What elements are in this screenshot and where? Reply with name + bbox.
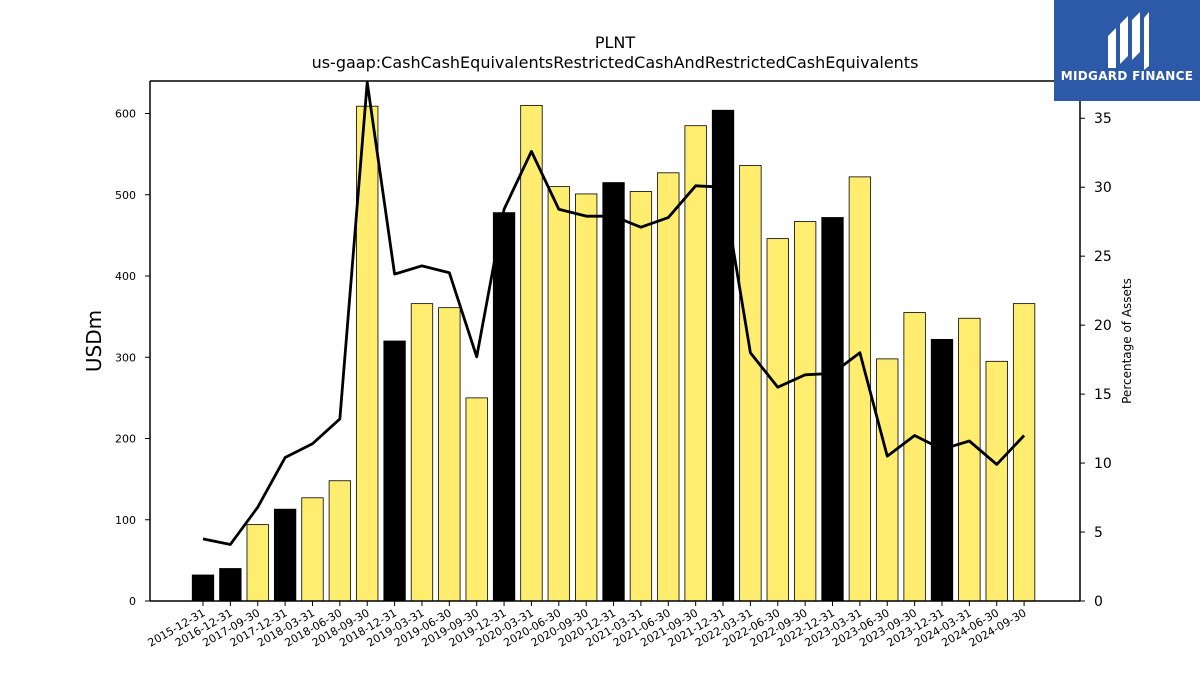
y2-tick-label: 35 <box>1094 111 1112 127</box>
bar-2018-06-30 <box>328 480 352 602</box>
y-axis-label: USDm <box>82 310 106 372</box>
bar-2016-12-31 <box>219 568 242 602</box>
bar-2022-03-31 <box>739 165 762 602</box>
bar-2022-09-30 <box>793 221 817 602</box>
y-tick-label: 0 <box>129 595 136 608</box>
bar-2017-12-31 <box>273 508 297 602</box>
bar-2019-06-30 <box>438 307 461 602</box>
logo-mark-icon <box>1108 12 1149 70</box>
y-tick-label: 200 <box>115 433 136 446</box>
y-tick-label: 300 <box>115 351 136 364</box>
logo-text: MIDGARD FINANCE <box>1061 69 1193 83</box>
y-tick-label: 400 <box>115 270 136 283</box>
bar-2019-09-30 <box>465 397 488 602</box>
bar-2023-03-31 <box>848 176 872 602</box>
bar-2021-12-31 <box>711 109 735 602</box>
percentage-of-assets-line <box>202 80 1026 546</box>
y2-axis-label: Percentage of Assets <box>1120 278 1134 404</box>
bar-2017-09-30 <box>246 524 269 602</box>
bar-2020-09-30 <box>575 193 598 602</box>
bar-2024-06-30 <box>985 360 1008 602</box>
bar-2021-09-30 <box>684 125 707 602</box>
y-tick-label: 500 <box>115 189 136 202</box>
bar-2020-12-31 <box>602 182 625 602</box>
bar-2020-06-30 <box>547 186 570 602</box>
bar-2021-06-30 <box>657 172 680 602</box>
bars-group <box>191 104 1036 602</box>
bar-2023-12-31 <box>930 338 954 602</box>
y-tick-label: 600 <box>115 108 136 121</box>
bar-2024-03-31 <box>958 317 981 602</box>
chart-subtitle: us-gaap:CashCashEquivalentsRestrictedCas… <box>312 53 919 72</box>
bar-2019-12-31 <box>492 212 516 602</box>
y2-tick-label: 20 <box>1094 318 1112 334</box>
bar-2020-03-31 <box>520 104 543 602</box>
y2-tick-label: 15 <box>1094 387 1112 403</box>
y-tick-label: 100 <box>115 514 136 527</box>
bar-2024-09-30 <box>1012 303 1036 602</box>
axes-group: 0100200300400500600051015202530352015-12… <box>115 80 1112 650</box>
bar-2021-03-31 <box>629 191 653 602</box>
chart-title: PLNT <box>595 33 636 52</box>
bar-2018-03-31 <box>301 497 324 602</box>
y2-tick-label: 0 <box>1094 594 1103 610</box>
y2-tick-label: 25 <box>1094 249 1112 265</box>
y2-tick-label: 30 <box>1094 180 1112 196</box>
bar-2022-12-31 <box>821 217 844 602</box>
line-layer <box>202 80 1026 546</box>
y2-tick-label: 5 <box>1094 525 1103 541</box>
bar-2015-12-31 <box>191 574 215 602</box>
bar-2022-06-30 <box>766 238 789 602</box>
y2-tick-label: 10 <box>1094 456 1112 472</box>
bar-2023-06-30 <box>876 358 899 602</box>
bar-2023-09-30 <box>903 312 926 602</box>
bar-2019-03-31 <box>410 303 434 602</box>
bar-2018-12-31 <box>383 340 406 602</box>
midgard-finance-logo: MIDGARD FINANCE <box>1054 0 1200 101</box>
